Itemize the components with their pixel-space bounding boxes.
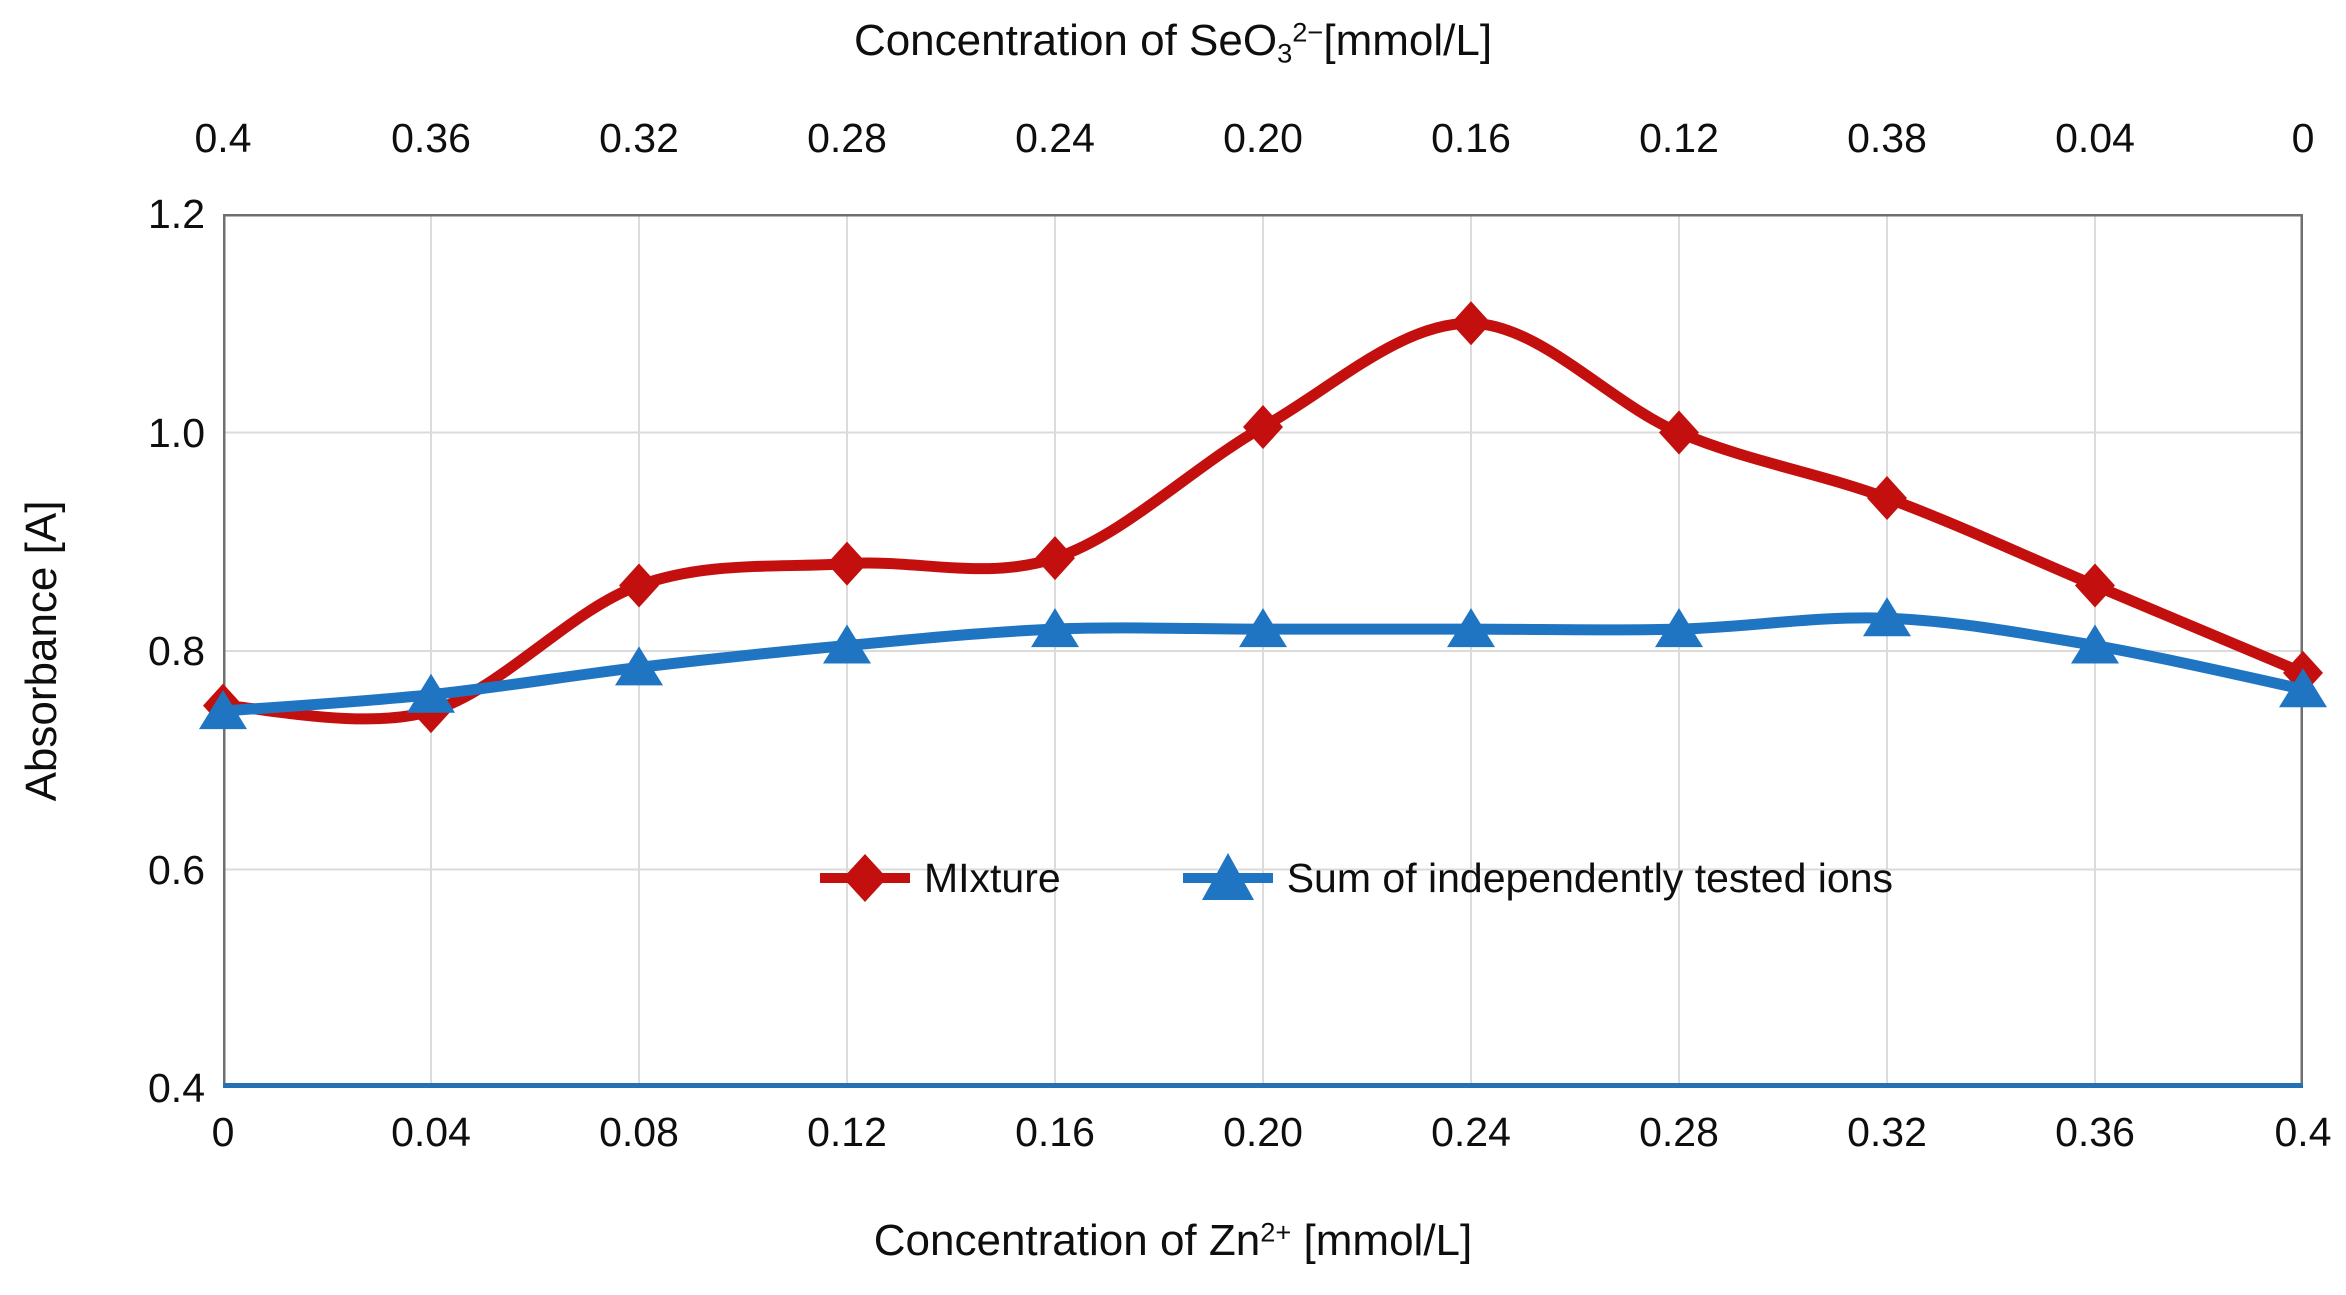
mixture-point-marker xyxy=(827,541,867,586)
sum-point-marker xyxy=(1863,597,1911,637)
y-tick-label: 0.4 xyxy=(148,1065,205,1111)
bottom-x-tick-label: 0.36 xyxy=(2055,1109,2135,1155)
top-axis-title: Concentration of SeO32−[mmol/L] xyxy=(0,16,2346,70)
sum-point-marker xyxy=(407,673,455,713)
top-axis-title-text: Concentration of SeO xyxy=(853,16,1278,65)
top-x-tick-label: 0.16 xyxy=(1431,115,1511,161)
sum-point-marker xyxy=(615,646,663,686)
y-tick-label: 1.0 xyxy=(148,409,205,456)
mixture-point-marker xyxy=(1867,476,1907,521)
sum-point-marker xyxy=(1655,608,1703,648)
top-axis-title-subscript: 3 xyxy=(1277,37,1293,69)
legend-label-sum: Sum of independently tested ions xyxy=(1286,854,1893,901)
bottom-axis-title-units: [mmol/L] xyxy=(1291,1216,1473,1265)
bottom-x-tick-label: 0.04 xyxy=(391,1109,471,1155)
bottom-x-tick-label: 0.32 xyxy=(1847,1109,1927,1155)
bottom-x-tick-label: 0.16 xyxy=(1015,1109,1095,1155)
top-x-tick-label: 0.38 xyxy=(1847,115,1927,161)
sum-point-marker xyxy=(823,624,871,664)
sum-point-marker xyxy=(1031,608,1079,648)
mixture-point-marker xyxy=(1243,405,1283,450)
sum-point-marker xyxy=(2279,668,2327,708)
bottom-axis-title-superscript: 2+ xyxy=(1260,1216,1292,1248)
mixture-point-marker xyxy=(619,563,659,608)
top-x-tick-label: 0.24 xyxy=(1015,115,1095,161)
sum-point-marker xyxy=(199,690,247,730)
bottom-x-tick-label: 0.24 xyxy=(1431,1109,1511,1155)
top-axis-title-superscript: 2− xyxy=(1292,16,1324,48)
bottom-x-tick-label: 0.28 xyxy=(1639,1109,1719,1155)
sum-point-marker xyxy=(2071,624,2119,664)
mixture-point-marker xyxy=(1659,410,1699,455)
legend-label-mixture: MIxture xyxy=(924,854,1061,901)
top-x-tick-label: 0.20 xyxy=(1223,115,1303,161)
top-x-tick-label: 0.32 xyxy=(599,115,679,161)
legend-entry-mixture: MIxture xyxy=(816,846,1061,910)
bottom-x-tick-label: 0.08 xyxy=(599,1109,679,1155)
top-axis-title-units: [mmol/L] xyxy=(1323,16,1493,65)
top-x-tick-label: 0 xyxy=(2291,115,2315,161)
plot-area xyxy=(199,214,2327,1088)
sum-triangle-legend-icon xyxy=(1182,853,1273,900)
mixture-point-marker xyxy=(1451,301,1491,346)
mixture-point-marker xyxy=(1035,536,1075,581)
sum-point-marker xyxy=(1447,608,1495,648)
mixture-point-marker xyxy=(2075,563,2115,608)
bottom-x-tick-label: 0.12 xyxy=(807,1109,887,1155)
bottom-axis-title-text: Concentration of Zn xyxy=(873,1216,1261,1265)
top-x-tick-label: 0.04 xyxy=(2055,115,2135,161)
y-tick-label: 0.6 xyxy=(148,846,205,893)
y-tick-label: 1.2 xyxy=(148,191,205,237)
legend: MIxture Sum of independently tested ions xyxy=(816,845,1893,911)
bottom-x-tick-label: 0.20 xyxy=(1223,1109,1303,1155)
top-x-tick-label: 0.12 xyxy=(1639,115,1719,161)
top-x-tick-label: 0.36 xyxy=(391,115,471,161)
sum-point-marker xyxy=(1239,608,1287,648)
bottom-x-tick-label: 0 xyxy=(211,1109,235,1155)
top-x-tick-label: 0.4 xyxy=(194,115,252,161)
top-x-tick-label: 0.28 xyxy=(807,115,887,161)
mixture-diamond-legend-icon xyxy=(820,854,910,902)
bottom-axis-title: Concentration of Zn2+ [mmol/L] xyxy=(0,1216,2346,1266)
bottom-x-tick-label: 0.4 xyxy=(2274,1109,2332,1155)
y-tick-label: 0.8 xyxy=(148,628,205,674)
legend-entry-sum: Sum of independently tested ions xyxy=(1179,846,1893,910)
